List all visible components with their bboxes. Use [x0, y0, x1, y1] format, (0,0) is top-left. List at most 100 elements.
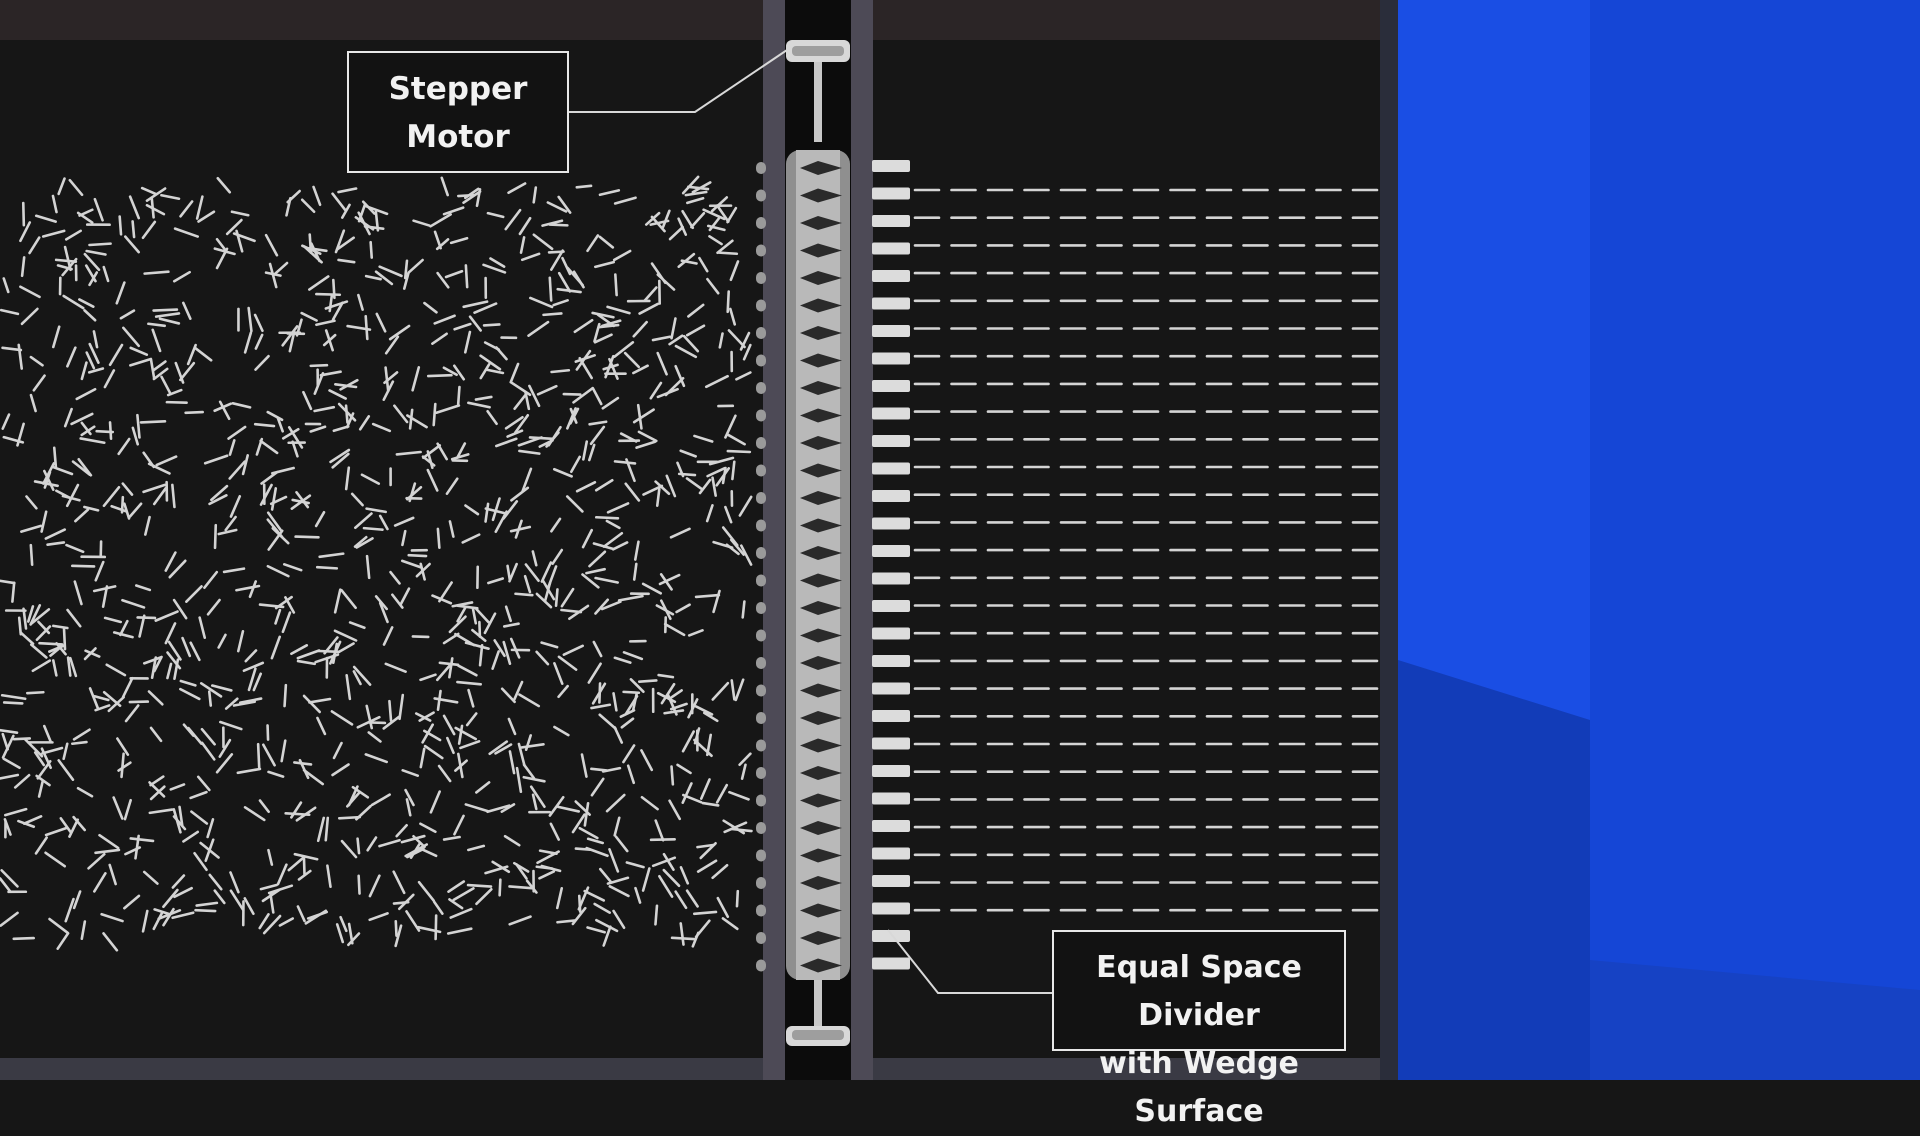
divider-tooth-left [756, 410, 766, 422]
particle [19, 618, 21, 634]
particle [389, 701, 391, 720]
particle [549, 252, 563, 253]
divider-tooth-left [756, 767, 766, 779]
divider-tooth-left [756, 712, 766, 724]
particle [31, 545, 32, 564]
divider-tooth-right [872, 188, 910, 200]
divider-tooth-left [756, 300, 766, 312]
divider-tooth-left [756, 630, 766, 642]
particle [110, 422, 111, 438]
particle [154, 310, 177, 311]
divider-tooth-right [872, 930, 910, 942]
particle [672, 767, 673, 785]
particle [316, 294, 339, 295]
particle [371, 242, 372, 257]
divider-tooth-left [756, 657, 766, 669]
divider-tooth-left [756, 465, 766, 477]
divider-tooth-left [756, 905, 766, 917]
particle [97, 431, 113, 432]
particle [413, 636, 428, 637]
particle [458, 387, 459, 404]
particle [23, 203, 24, 225]
bottom-bearing [786, 1026, 850, 1046]
stepper-motor-label-line2: Motor [349, 113, 567, 161]
particle [286, 813, 310, 814]
particle [186, 412, 203, 413]
top-beam [0, 0, 1390, 40]
particle [133, 221, 134, 237]
particle [72, 742, 86, 744]
left-rail [763, 0, 785, 1080]
particle [296, 537, 319, 538]
divider-tooth-right [872, 463, 910, 475]
particle [209, 692, 210, 706]
particle [409, 555, 426, 556]
particle [743, 602, 745, 618]
particle [196, 910, 216, 911]
particle [428, 375, 451, 376]
particle [728, 451, 750, 452]
divider-tooth-right [872, 848, 910, 860]
divider-tooth-left [756, 190, 766, 202]
particle [557, 920, 575, 922]
divider-tooth-right [872, 408, 910, 420]
stepper-motor-callout: Stepper Motor [347, 51, 569, 173]
stepper-motor-label-line1: Stepper [349, 65, 567, 113]
particle [516, 594, 533, 595]
divider-tooth-right [872, 490, 910, 502]
divider-tooth-left [756, 327, 766, 339]
divider-tooth-right [872, 875, 910, 887]
particle [56, 260, 76, 262]
particle [90, 244, 111, 245]
divider-tooth-left [756, 272, 766, 284]
divider-tooth-left [756, 575, 766, 587]
divider-tooth-right [872, 903, 910, 915]
divider-tooth-left [756, 960, 766, 972]
particle [405, 261, 407, 278]
particle [639, 680, 656, 681]
right-rail [851, 0, 873, 1080]
particle [544, 313, 562, 314]
particle [530, 437, 553, 438]
particle [438, 529, 439, 548]
divider-tooth-right [872, 435, 910, 447]
particle [479, 622, 480, 636]
particle [510, 886, 533, 888]
divider-tooth-right [872, 573, 910, 585]
particle [311, 365, 327, 366]
divider-tooth-left [756, 932, 766, 944]
particle [550, 278, 551, 301]
particle [27, 692, 43, 693]
particle [167, 402, 187, 403]
particle [468, 885, 491, 887]
divider-tooth-right [872, 353, 910, 365]
divider-tooth-right [872, 160, 910, 172]
particle [255, 424, 274, 426]
divider-tooth-right [872, 325, 910, 337]
particle [719, 253, 737, 254]
particle [40, 643, 62, 644]
divider-tooth-left [756, 822, 766, 834]
particle [14, 938, 34, 939]
divider-tooth-left [756, 245, 766, 257]
shaft-upper [814, 62, 822, 142]
particle [358, 839, 359, 853]
divider-tooth-left [756, 437, 766, 449]
particle [696, 595, 719, 597]
particle [564, 394, 580, 395]
particle [552, 370, 569, 372]
particle [655, 906, 656, 925]
divider-tooth-left [756, 740, 766, 752]
divider-tooth-left [756, 795, 766, 807]
particle [346, 406, 347, 423]
particle [550, 225, 567, 226]
divider-tooth-left [756, 877, 766, 889]
divider-tooth-left [756, 850, 766, 862]
particle [4, 702, 22, 703]
particle [624, 692, 639, 693]
divider-tooth-right [872, 545, 910, 557]
particle [72, 566, 94, 567]
divider-tooth-left [756, 520, 766, 532]
stepper-motor [786, 40, 850, 62]
divider-label-line1: Equal Space Divider [1054, 944, 1344, 1040]
